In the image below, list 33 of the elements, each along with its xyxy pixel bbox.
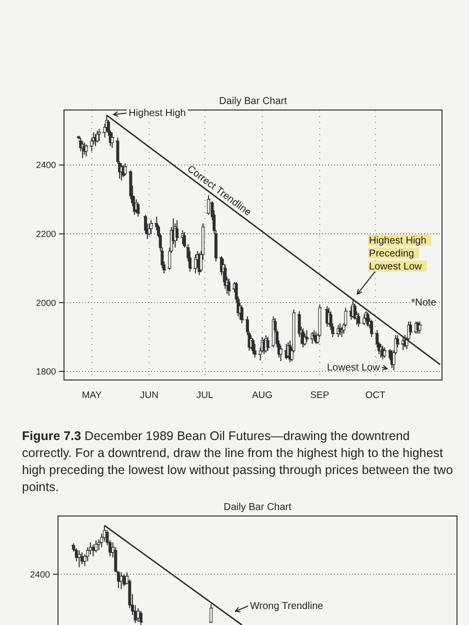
candlestick <box>139 610 142 625</box>
candlestick <box>80 552 84 565</box>
annotation: Highest High Preceding Lowest Low <box>369 236 426 273</box>
annotation: Highest High <box>128 108 186 120</box>
x-tick-label: OCT <box>365 390 386 401</box>
chart-title: Daily Bar Chart <box>224 502 292 513</box>
candlestick <box>84 144 88 157</box>
text: Wrong Trendline <box>250 601 324 612</box>
candlestick <box>120 572 123 590</box>
candlestick <box>194 254 198 274</box>
annotation: *Note <box>411 298 437 309</box>
candlestick <box>418 321 422 334</box>
candlestick <box>305 330 308 343</box>
x-tick-label: AUG <box>252 390 273 401</box>
x-tick-label: JUN <box>140 390 159 401</box>
candlestick <box>78 550 81 568</box>
x-tick-label: SEP <box>310 390 330 401</box>
candlestick <box>110 132 114 148</box>
candlestick <box>92 544 95 557</box>
candlestick <box>383 346 386 358</box>
y-tick-label: 2000 <box>36 298 56 308</box>
x-tick-label: JUL <box>196 390 214 401</box>
x-tick-label: MAY <box>82 390 102 401</box>
y-tick-label: 1800 <box>36 366 56 377</box>
text: Figure 7.3 December 1989 Bean Oil Futures—drawing the downtrend correctly. For a downtrend, draw the line from the highest high to the highest high preceding the lowest low without passing through prices between the two points. <box>22 429 453 494</box>
candlestick <box>362 314 366 326</box>
y-tick-label: 2200 <box>36 228 56 239</box>
chart-title: Daily Bar Chart <box>219 96 288 107</box>
candlestick <box>94 540 98 553</box>
candlestick <box>122 574 126 587</box>
y-tick-label: 2400 <box>36 160 56 170</box>
candlestick <box>266 336 270 352</box>
annotation: Lowest Low <box>327 362 381 374</box>
